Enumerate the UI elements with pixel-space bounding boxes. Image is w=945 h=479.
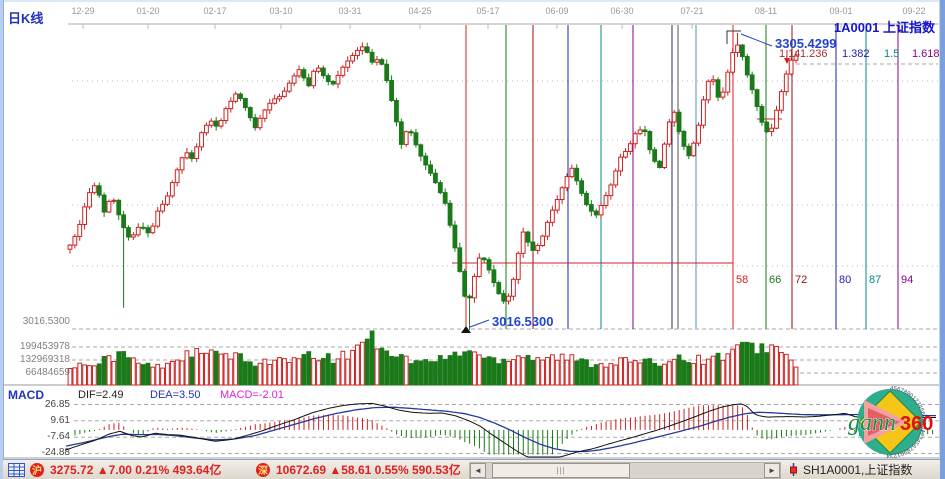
window-border-left — [0, 0, 4, 479]
date-tick-09-01: 09-01 — [829, 6, 853, 16]
gann-count-label-80: 80 — [839, 274, 852, 286]
fib-label-1.382: 1.382 — [842, 48, 870, 60]
gann360-logo: 4567890123456789012345678901234 gann 360 — [848, 386, 934, 458]
fib-label-1.618: 1.618 — [912, 48, 940, 60]
current-symbol-label[interactable]: SH1A0001,上证指数 — [803, 463, 913, 477]
sz-market-badge[interactable]: 深 — [256, 460, 270, 479]
logo-triangle-red — [868, 408, 900, 436]
volume-scale-label-3: 66484659 — [25, 367, 71, 378]
sz-badge-icon: 深 — [256, 462, 270, 477]
date-tick-03-31: 03-31 — [338, 6, 362, 16]
date-tick-06-09: 06-09 — [545, 6, 569, 16]
window-border-right — [939, 0, 945, 479]
logo-text-360: 360 — [900, 413, 933, 435]
scroll-right-button[interactable]: ► — [764, 463, 780, 478]
date-tick-07-21: 07-21 — [680, 6, 704, 16]
scroll-thumb[interactable]: ||| — [492, 463, 630, 478]
logo-text-gann: gann — [848, 410, 896, 436]
macd-dea-readout: DEA=3.50 — [150, 389, 201, 401]
macd-dif-readout: DIF=2.49 — [78, 389, 124, 401]
high-price-annotation: 3305.4299 — [775, 36, 837, 51]
symbol-code-label: 1A0001 上证指数 — [833, 20, 935, 35]
horizontal-scrollbar[interactable]: ◄ ||| ► — [469, 462, 781, 479]
status-bar: 沪 3275.72 ▲7.00 0.21% 493.64亿 深 10672.69… — [3, 459, 940, 479]
date-tick-03-10: 03-10 — [269, 6, 293, 16]
gann-count-label-87: 87 — [869, 274, 882, 286]
fib-label-1.14: 1.14 — [779, 48, 801, 60]
macd-scale-label-3: -7.64 — [47, 431, 70, 442]
date-tick-02-17: 02-17 — [203, 6, 227, 16]
quote-grid-button[interactable] — [8, 460, 25, 479]
sh-index-quote: 3275.72 ▲7.00 0.21% 493.64亿 — [50, 463, 222, 477]
volume-scale-label-1: 199453978 — [19, 341, 70, 352]
chart-mode-label[interactable]: 日K线 — [8, 11, 44, 26]
scroll-left-button[interactable]: ◄ — [470, 463, 486, 478]
sh-badge-icon: 沪 — [30, 462, 44, 477]
fib-label-1.5: 1.5 — [884, 48, 900, 60]
gann-count-label-72: 72 — [795, 274, 808, 286]
sz-index-quote: 10672.69 ▲58.61 0.55% 590.53亿 — [276, 463, 461, 477]
macd-scale-label-1: 26.85 — [44, 399, 70, 410]
sh-market-badge[interactable]: 沪 — [30, 460, 44, 479]
date-tick-05-17: 05-17 — [476, 6, 500, 16]
grid-icon — [8, 462, 25, 477]
date-tick-12-29: 12-29 — [71, 6, 95, 16]
gann-count-label-58: 58 — [736, 274, 749, 286]
price-scale-low-label: 3016.5300 — [22, 316, 70, 327]
volume-scale-label-2: 132969318 — [19, 354, 70, 365]
symbol-pin-icon — [789, 460, 798, 479]
date-tick-09-22: 09-22 — [902, 6, 926, 16]
window-border-top — [0, 0, 945, 2]
fib-label-1.236: 1.236 — [800, 48, 828, 60]
date-tick-01-20: 01-20 — [136, 6, 160, 16]
macd-scale-label-2: 9.61 — [50, 415, 70, 426]
date-tick-08-11: 08-11 — [754, 6, 778, 16]
date-tick-06-30: 06-30 — [610, 6, 634, 16]
gann-count-label-94: 94 — [901, 274, 914, 286]
date-tick-04-25: 04-25 — [408, 6, 432, 16]
macd-hist-readout: MACD=-2.01 — [220, 389, 284, 401]
macd-pane-title[interactable]: MACD — [8, 388, 44, 402]
gann-count-label-66: 66 — [769, 274, 782, 286]
low-price-annotation: 3016.5300 — [492, 314, 554, 329]
macd-scale-label-4: -24.88 — [41, 447, 70, 458]
